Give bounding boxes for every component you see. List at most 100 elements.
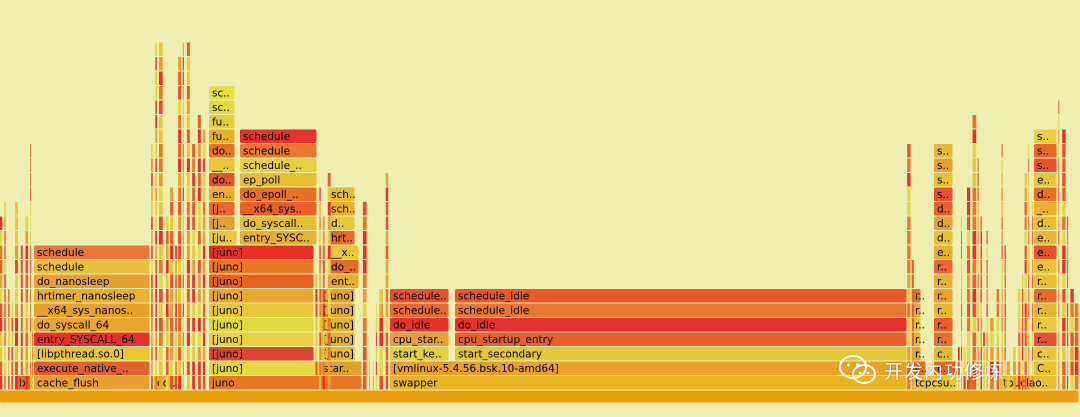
frame[interactable]: d.. [933,231,953,245]
frame-bar[interactable] [389,318,449,332]
frame[interactable]: c.. [1033,347,1057,361]
frame-bar[interactable] [327,245,359,260]
frame-bar[interactable] [34,318,150,332]
frame[interactable]: [juno] [208,274,314,289]
frame[interactable]: schedule [34,260,150,274]
frame-bar[interactable] [239,129,317,144]
frame[interactable]: hrt.. [327,231,355,245]
frame-bar[interactable] [389,303,449,318]
frame-bar[interactable] [1033,216,1057,231]
frame[interactable]: s.. [1033,158,1057,173]
frame[interactable]: [libpthread.so.0] [34,347,150,361]
frame-bar[interactable] [911,376,957,390]
frame-bar[interactable] [34,376,150,390]
frame-bar[interactable] [1033,274,1057,289]
frame[interactable] [0,390,1079,403]
frame[interactable]: d.. [1033,187,1057,202]
frame-bar[interactable] [208,347,314,361]
frame-bar[interactable] [327,202,355,216]
frame[interactable]: _.. [1033,202,1057,216]
frame[interactable]: do_syscall.. [239,216,317,231]
frame-bar[interactable] [208,216,235,231]
frame[interactable]: schedule_idle [455,289,907,303]
frame[interactable]: r.. [933,289,953,303]
frame[interactable]: [juno] [208,245,314,260]
frame-bar[interactable] [389,347,449,361]
frame-bar[interactable] [208,202,235,216]
frame[interactable]: schedule [239,129,317,144]
frame-bar[interactable] [327,260,359,274]
frame-bar[interactable] [933,332,953,347]
frame-bar[interactable] [933,347,953,361]
frame-bar[interactable] [933,187,953,202]
frame[interactable]: [juno] [208,332,314,347]
frame-bar[interactable] [0,390,1079,403]
frame-bar[interactable] [455,332,907,347]
frame[interactable]: schedule_idle [455,303,907,318]
frame[interactable]: fu.. [208,115,235,129]
frame[interactable]: r.. [933,318,953,332]
frame-bar[interactable] [208,231,237,245]
frame-bar[interactable] [327,216,355,231]
frame-bar[interactable] [208,144,235,158]
frame[interactable]: [juno] [208,260,314,274]
frame[interactable]: s.. [933,158,953,173]
frame-bar[interactable] [34,332,150,347]
frame-bar[interactable] [933,274,953,289]
frame[interactable]: cpu_startup_entry [455,332,907,347]
frame[interactable]: co.. [154,376,177,390]
frame-bar[interactable] [933,303,953,318]
frame[interactable]: e.. [1033,231,1057,245]
frame[interactable]: [juno] [208,303,314,318]
frame[interactable]: r.. [933,303,953,318]
frame[interactable]: execute_native_.. [34,361,150,376]
frame-bar[interactable] [455,289,907,303]
frame-bar[interactable] [1033,245,1057,260]
frame-bar[interactable] [1033,144,1057,158]
frame[interactable]: schedule.. [389,303,449,318]
frame[interactable]: [j.. [208,216,235,231]
frame[interactable]: r.. [1033,274,1057,289]
frame-bar[interactable] [34,260,150,274]
frame-bar[interactable] [1033,303,1057,318]
frame[interactable]: do_epoll_.. [239,187,317,202]
frame-bar[interactable] [911,289,921,303]
frame[interactable]: [j.. [208,202,235,216]
frame[interactable]: fu.. [208,129,235,144]
frame[interactable]: e.. [933,245,953,260]
frame-bar[interactable] [933,318,953,332]
frame-bar[interactable] [34,274,150,289]
frame[interactable]: do_nanosleep [34,274,150,289]
frame[interactable]: do_idle [389,318,449,332]
frame[interactable]: do.. [208,173,235,187]
frame[interactable]: r.. [1033,332,1057,347]
frame-bar[interactable] [239,202,317,216]
frame-bar[interactable] [389,376,907,390]
frame-bar[interactable] [208,332,314,347]
frame[interactable]: e.. [1033,245,1057,260]
frame-bar[interactable] [327,274,359,289]
frame-bar[interactable] [389,332,449,347]
frame[interactable]: cache_flush [34,376,150,390]
frame-bar[interactable] [1033,289,1057,303]
frame-bar[interactable] [208,187,235,202]
frame[interactable]: do_idle [455,318,907,332]
frame[interactable]: c.. [933,361,957,376]
frame[interactable]: tcpcsu.. [911,376,957,390]
frame[interactable]: hrtimer_nanosleep [34,289,150,303]
frame[interactable]: __x.. [327,245,359,260]
frame[interactable]: __.. [208,158,235,173]
frame-bar[interactable] [239,173,317,187]
frame-bar[interactable] [1033,318,1057,332]
frame-bar[interactable] [1033,260,1057,274]
frame-bar[interactable] [208,303,314,318]
frame-bar[interactable] [1033,347,1057,361]
frame[interactable]: [juno] [208,289,314,303]
frame[interactable]: r.. [911,289,925,303]
frame-bar[interactable] [208,289,314,303]
frame[interactable]: d.. [327,216,355,231]
frame[interactable]: ep_poll [239,173,317,187]
frame[interactable]: s.. [933,187,953,202]
frame-bar[interactable] [239,158,317,173]
frame[interactable]: cpu_star.. [389,332,449,347]
